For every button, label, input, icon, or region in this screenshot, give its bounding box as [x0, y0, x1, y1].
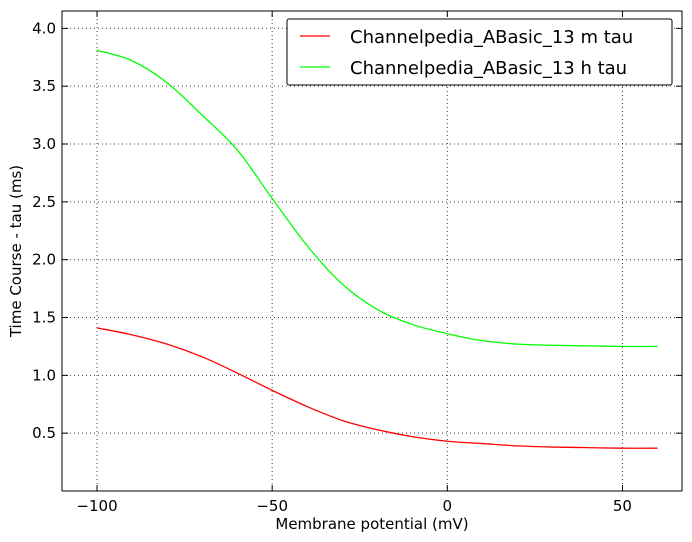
y-tick-label: 1.0 — [32, 366, 56, 384]
y-tick-label: 4.0 — [32, 19, 56, 37]
x-tick-label: 50 — [613, 497, 632, 515]
y-tick-label: 2.5 — [32, 193, 56, 211]
y-tick-label: 3.0 — [32, 135, 56, 153]
legend: Channelpedia_ABasic_13 m tau Channelpedi… — [286, 18, 673, 86]
x-axis-label: Membrane potential (mV) — [275, 515, 468, 533]
series-group — [96, 49, 658, 449]
x-tick-label: −50 — [256, 497, 288, 515]
series-line-h-tau — [96, 49, 658, 348]
y-tick-label: 2.0 — [32, 251, 56, 269]
y-tick-label: 0.5 — [32, 424, 56, 442]
legend-box — [286, 18, 673, 86]
x-tick-label: 0 — [443, 497, 453, 515]
ticks: −100 −50 0 50 0.5 1.0 1.5 2.0 2.5 3.0 3.5 4.0 — [32, 11, 682, 515]
plot-frame — [61, 10, 683, 492]
y-axis-label: Time Course - tau (ms) — [7, 165, 25, 338]
x-tick-label: −100 — [76, 497, 117, 515]
y-tick-label: 1.5 — [32, 309, 56, 327]
y-tick-label: 3.5 — [32, 77, 56, 95]
legend-label-h-tau: Channelpedia_ABasic_13 h tau — [350, 58, 627, 79]
legend-label-m-tau: Channelpedia_ABasic_13 m tau — [350, 27, 633, 48]
series-line-m-tau — [96, 327, 658, 449]
